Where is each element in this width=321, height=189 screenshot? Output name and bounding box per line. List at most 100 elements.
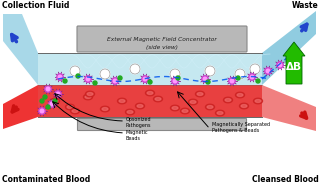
Circle shape bbox=[58, 75, 62, 79]
Ellipse shape bbox=[205, 104, 214, 110]
Ellipse shape bbox=[52, 99, 58, 102]
Ellipse shape bbox=[180, 108, 189, 114]
Circle shape bbox=[40, 109, 44, 113]
Ellipse shape bbox=[170, 105, 179, 111]
Text: Opsonized
Pathogens: Opsonized Pathogens bbox=[126, 117, 152, 128]
Ellipse shape bbox=[217, 112, 223, 115]
Ellipse shape bbox=[182, 109, 188, 112]
Ellipse shape bbox=[223, 97, 232, 103]
Circle shape bbox=[278, 63, 282, 67]
Text: External Magnetic Field Concentrator: External Magnetic Field Concentrator bbox=[107, 36, 217, 42]
Circle shape bbox=[265, 68, 271, 74]
Circle shape bbox=[57, 74, 63, 80]
Ellipse shape bbox=[197, 92, 203, 95]
Ellipse shape bbox=[255, 99, 261, 102]
Ellipse shape bbox=[83, 94, 92, 100]
Text: Collection Fluid: Collection Fluid bbox=[2, 1, 69, 10]
Circle shape bbox=[46, 105, 50, 109]
Polygon shape bbox=[3, 85, 38, 129]
Circle shape bbox=[49, 101, 55, 107]
Ellipse shape bbox=[254, 98, 263, 104]
Ellipse shape bbox=[188, 99, 197, 105]
Ellipse shape bbox=[102, 108, 108, 111]
Ellipse shape bbox=[241, 105, 247, 108]
Circle shape bbox=[176, 76, 180, 80]
Ellipse shape bbox=[65, 104, 74, 110]
Circle shape bbox=[205, 66, 215, 76]
Circle shape bbox=[39, 108, 45, 114]
Ellipse shape bbox=[215, 110, 224, 116]
Circle shape bbox=[70, 66, 80, 76]
Text: Cleansed Blood: Cleansed Blood bbox=[252, 175, 319, 184]
Polygon shape bbox=[38, 53, 262, 85]
Text: (side view): (side view) bbox=[146, 44, 178, 50]
Circle shape bbox=[277, 62, 283, 68]
Ellipse shape bbox=[67, 105, 73, 108]
Circle shape bbox=[250, 64, 260, 74]
Circle shape bbox=[63, 79, 67, 83]
Circle shape bbox=[46, 87, 50, 91]
Circle shape bbox=[256, 79, 260, 83]
Ellipse shape bbox=[71, 108, 80, 114]
Circle shape bbox=[266, 69, 270, 73]
FancyBboxPatch shape bbox=[77, 26, 247, 52]
Ellipse shape bbox=[207, 105, 213, 108]
Ellipse shape bbox=[147, 91, 153, 94]
Ellipse shape bbox=[117, 98, 126, 104]
Circle shape bbox=[130, 64, 140, 74]
Ellipse shape bbox=[135, 103, 144, 109]
Circle shape bbox=[76, 74, 80, 78]
Circle shape bbox=[118, 76, 122, 80]
Ellipse shape bbox=[85, 91, 94, 97]
Text: ΔB: ΔB bbox=[286, 62, 302, 72]
Circle shape bbox=[229, 78, 235, 84]
Ellipse shape bbox=[225, 98, 231, 101]
Circle shape bbox=[293, 55, 297, 59]
Text: Magnetically Separated
Pathogens & Beads: Magnetically Separated Pathogens & Beads bbox=[212, 122, 270, 133]
Ellipse shape bbox=[237, 94, 243, 97]
FancyArrow shape bbox=[283, 42, 305, 84]
Text: Waste: Waste bbox=[292, 1, 319, 10]
Ellipse shape bbox=[145, 90, 154, 96]
Circle shape bbox=[86, 77, 90, 81]
Polygon shape bbox=[38, 85, 262, 117]
Circle shape bbox=[100, 69, 110, 79]
Polygon shape bbox=[262, 11, 316, 85]
Ellipse shape bbox=[100, 106, 109, 112]
Ellipse shape bbox=[172, 106, 178, 109]
Ellipse shape bbox=[195, 91, 204, 97]
Circle shape bbox=[172, 78, 178, 84]
Circle shape bbox=[93, 81, 97, 85]
Ellipse shape bbox=[127, 111, 133, 114]
Polygon shape bbox=[3, 14, 38, 85]
Ellipse shape bbox=[236, 92, 245, 98]
Circle shape bbox=[170, 69, 180, 79]
Circle shape bbox=[202, 76, 208, 82]
Circle shape bbox=[85, 76, 91, 82]
Circle shape bbox=[148, 80, 152, 84]
Ellipse shape bbox=[126, 109, 134, 115]
FancyBboxPatch shape bbox=[77, 119, 247, 130]
Circle shape bbox=[250, 75, 254, 79]
Ellipse shape bbox=[72, 109, 78, 112]
Circle shape bbox=[43, 95, 47, 99]
Circle shape bbox=[50, 102, 54, 106]
Circle shape bbox=[113, 79, 117, 83]
Ellipse shape bbox=[153, 96, 162, 102]
Circle shape bbox=[230, 79, 234, 83]
Ellipse shape bbox=[137, 105, 143, 108]
Circle shape bbox=[203, 77, 207, 81]
Circle shape bbox=[45, 86, 51, 92]
Circle shape bbox=[236, 76, 240, 80]
Text: Contaminated Blood: Contaminated Blood bbox=[2, 175, 90, 184]
Circle shape bbox=[292, 54, 298, 60]
Ellipse shape bbox=[190, 101, 196, 104]
Ellipse shape bbox=[50, 98, 59, 104]
Ellipse shape bbox=[119, 99, 125, 102]
Ellipse shape bbox=[87, 92, 93, 95]
Circle shape bbox=[112, 78, 118, 84]
Circle shape bbox=[56, 92, 60, 96]
Text: Magnetic
Beads: Magnetic Beads bbox=[126, 130, 149, 141]
Circle shape bbox=[249, 74, 255, 80]
Ellipse shape bbox=[239, 103, 248, 109]
